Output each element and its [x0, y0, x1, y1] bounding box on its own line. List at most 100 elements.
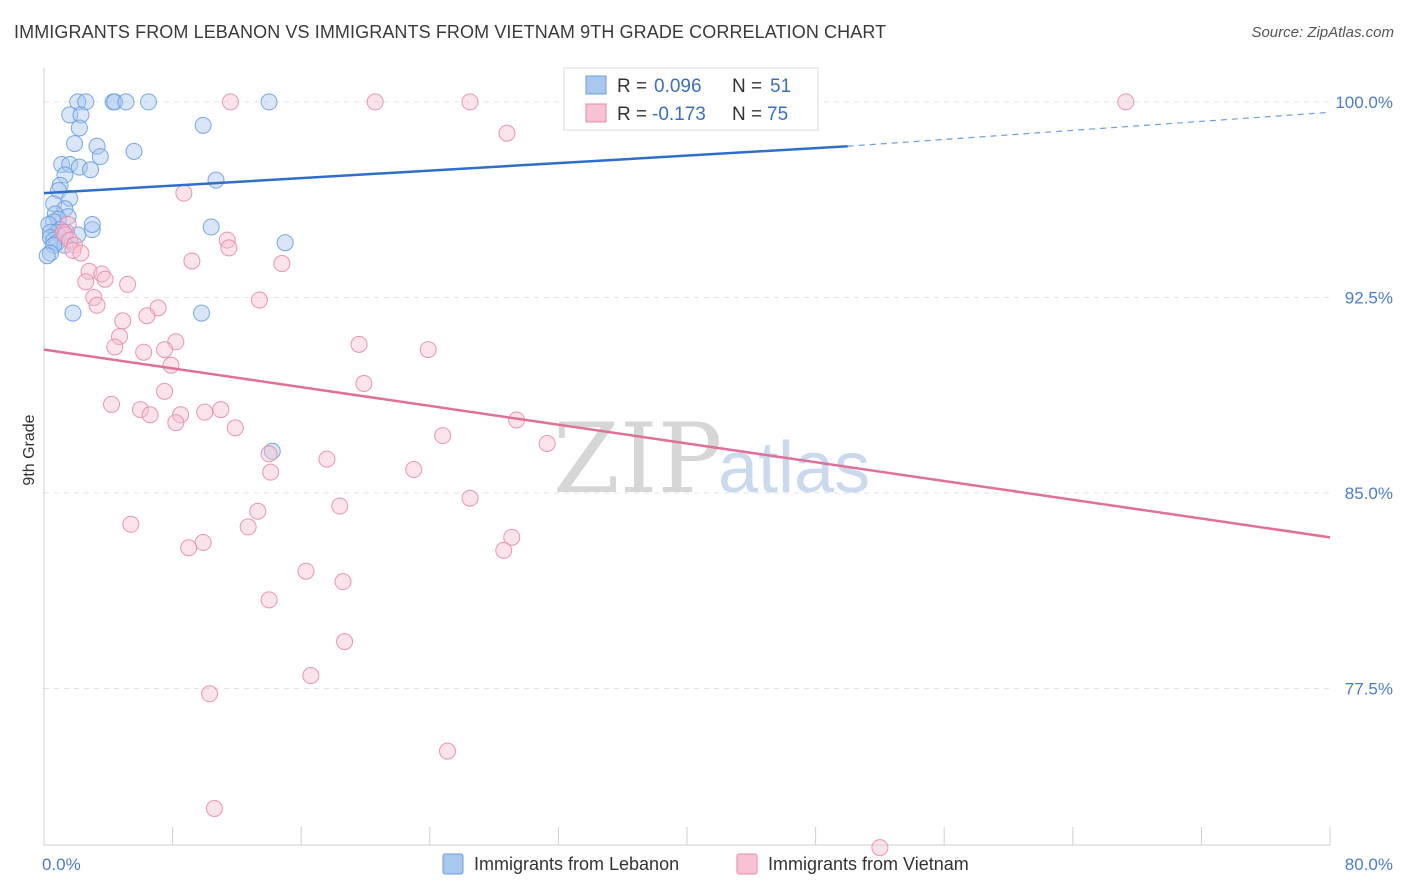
point-vietnam: [461, 489, 479, 507]
point-lebanon: [61, 189, 79, 207]
y-tick-label: 92.5%: [1345, 288, 1393, 307]
point-vietnam: [93, 265, 111, 283]
point-vietnam: [106, 338, 124, 356]
point-lebanon: [207, 171, 225, 189]
point-lebanon: [139, 93, 157, 111]
point-lebanon: [69, 226, 87, 244]
point-vietnam: [239, 518, 257, 536]
legend-stats: R = 0.096 N = 51 R = -0.173 N = 75: [563, 67, 819, 131]
point-vietnam: [156, 341, 174, 359]
point-vietnam: [167, 414, 185, 432]
watermark: ZIP atlas: [553, 403, 870, 515]
point-vietnam: [131, 401, 149, 419]
legend-swatch-vietnam: [585, 103, 607, 123]
point-vietnam: [260, 445, 278, 463]
point-lebanon: [125, 142, 143, 160]
point-vietnam: [434, 427, 452, 445]
point-vietnam: [141, 406, 159, 424]
point-lebanon: [276, 234, 294, 252]
point-vietnam: [366, 93, 384, 111]
trend-line-lebanon: [43, 144, 848, 195]
point-lebanon: [260, 93, 278, 111]
legend-n-value-vietnam: 75: [767, 104, 788, 125]
point-vietnam: [273, 255, 291, 273]
point-vietnam: [1117, 93, 1135, 111]
point-vietnam: [96, 270, 114, 288]
point-vietnam: [871, 839, 889, 857]
trend-line-lebanon-extension: [847, 111, 1331, 147]
point-lebanon: [61, 155, 79, 173]
point-lebanon: [64, 304, 82, 322]
point-vietnam: [334, 573, 352, 591]
point-vietnam: [114, 312, 132, 330]
point-vietnam: [461, 93, 479, 111]
axes: [43, 68, 1331, 846]
point-lebanon: [56, 166, 74, 184]
point-lebanon: [82, 161, 100, 179]
tick-labels: 100.0% 92.5% 85.0% 77.5% 0.0% 80.0%: [42, 93, 1393, 874]
bottom-legend-swatch-lebanon: [442, 853, 464, 875]
chart-title: IMMIGRANTS FROM LEBANON VS IMMIGRANTS FR…: [14, 22, 887, 42]
point-vietnam: [156, 382, 174, 400]
data-points: [38, 93, 1135, 857]
point-vietnam: [194, 534, 212, 552]
y-axis-label: 9th Grade: [21, 414, 38, 485]
point-vietnam: [103, 395, 121, 413]
legend-r-label-vietnam: R =: [617, 104, 647, 125]
point-vietnam: [212, 401, 230, 419]
point-vietnam: [201, 685, 219, 703]
point-vietnam: [61, 231, 79, 249]
point-lebanon: [70, 119, 88, 137]
point-vietnam: [135, 343, 153, 361]
point-vietnam: [249, 502, 267, 520]
point-lebanon: [88, 137, 106, 155]
point-vietnam: [220, 239, 238, 257]
point-vietnam: [262, 463, 280, 481]
point-lebanon: [263, 442, 281, 460]
legend-n-label-lebanon: N =: [732, 76, 762, 97]
point-vietnam: [162, 356, 180, 374]
point-lebanon: [91, 148, 109, 166]
point-lebanon: [66, 135, 84, 153]
x-tick-label-max: 80.0%: [1345, 855, 1393, 874]
point-vietnam: [56, 226, 74, 244]
legend-r-label-lebanon: R =: [617, 76, 647, 97]
point-vietnam: [205, 799, 223, 817]
point-vietnam: [260, 591, 278, 609]
point-vietnam: [538, 434, 556, 452]
x-tick-label-min: 0.0%: [42, 855, 81, 874]
point-lebanon: [70, 158, 88, 176]
point-vietnam: [183, 252, 201, 270]
point-vietnam: [438, 742, 456, 760]
point-lebanon: [41, 244, 59, 262]
grid-lines: [44, 101, 1330, 690]
trend-lines: [43, 111, 1331, 539]
point-vietnam: [495, 541, 513, 559]
point-vietnam: [175, 184, 193, 202]
point-vietnam: [88, 296, 106, 314]
point-vietnam: [419, 341, 437, 359]
legend-n-label-vietnam: N =: [732, 104, 762, 125]
point-vietnam: [250, 291, 268, 309]
point-vietnam: [498, 124, 516, 142]
point-vietnam: [405, 461, 423, 479]
point-vietnam: [302, 667, 320, 685]
point-vietnam: [72, 244, 90, 262]
point-lebanon: [77, 93, 95, 111]
point-lebanon: [83, 215, 101, 233]
point-vietnam: [355, 374, 373, 392]
trend-line-vietnam: [43, 348, 1331, 539]
point-vietnam: [318, 450, 336, 468]
point-vietnam: [503, 528, 521, 546]
point-lebanon: [194, 116, 212, 134]
point-vietnam: [331, 497, 349, 515]
point-lebanon: [202, 218, 220, 236]
point-lebanon: [117, 93, 135, 111]
point-lebanon: [72, 106, 90, 124]
point-vietnam: [180, 539, 198, 557]
legend-r-value-vietnam: -0.173: [652, 104, 706, 125]
point-vietnam: [80, 262, 98, 280]
point-vietnam: [221, 93, 239, 111]
point-vietnam: [77, 273, 95, 291]
